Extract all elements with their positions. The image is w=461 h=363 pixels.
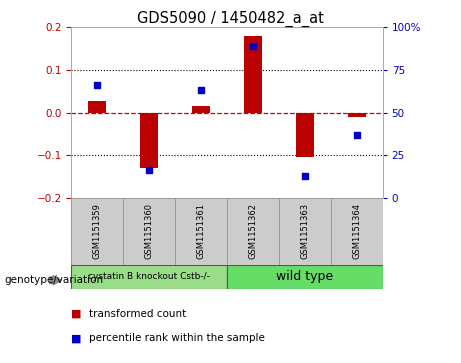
Bar xyxy=(348,113,366,117)
Point xyxy=(94,82,101,88)
Bar xyxy=(175,198,227,265)
Text: ■: ■ xyxy=(71,309,82,319)
Bar xyxy=(124,198,175,265)
Text: GSM1151364: GSM1151364 xyxy=(352,203,361,260)
Text: genotype/variation: genotype/variation xyxy=(5,275,104,285)
Text: GSM1151362: GSM1151362 xyxy=(248,203,258,260)
Bar xyxy=(279,198,331,265)
Point xyxy=(197,87,205,93)
Text: GDS5090 / 1450482_a_at: GDS5090 / 1450482_a_at xyxy=(137,11,324,27)
Point xyxy=(146,167,153,173)
Text: GSM1151361: GSM1151361 xyxy=(196,203,206,260)
Point xyxy=(301,173,308,179)
Bar xyxy=(296,113,314,157)
Bar xyxy=(227,265,383,289)
Bar xyxy=(227,198,279,265)
Text: wild type: wild type xyxy=(276,270,333,283)
Point xyxy=(353,132,361,138)
Text: percentile rank within the sample: percentile rank within the sample xyxy=(89,333,265,343)
Point xyxy=(249,44,257,49)
Bar xyxy=(244,36,262,113)
Bar xyxy=(331,198,383,265)
Text: ■: ■ xyxy=(71,333,82,343)
Bar xyxy=(71,265,227,289)
Bar xyxy=(192,106,210,113)
Text: transformed count: transformed count xyxy=(89,309,186,319)
Text: GSM1151360: GSM1151360 xyxy=(145,203,154,260)
Text: GSM1151359: GSM1151359 xyxy=(93,204,102,259)
Bar xyxy=(71,198,124,265)
Text: cystatin B knockout Cstb-/-: cystatin B knockout Cstb-/- xyxy=(89,272,210,281)
Bar xyxy=(89,101,106,113)
FancyArrow shape xyxy=(50,276,61,285)
Text: GSM1151363: GSM1151363 xyxy=(300,203,309,260)
Bar xyxy=(140,113,158,168)
